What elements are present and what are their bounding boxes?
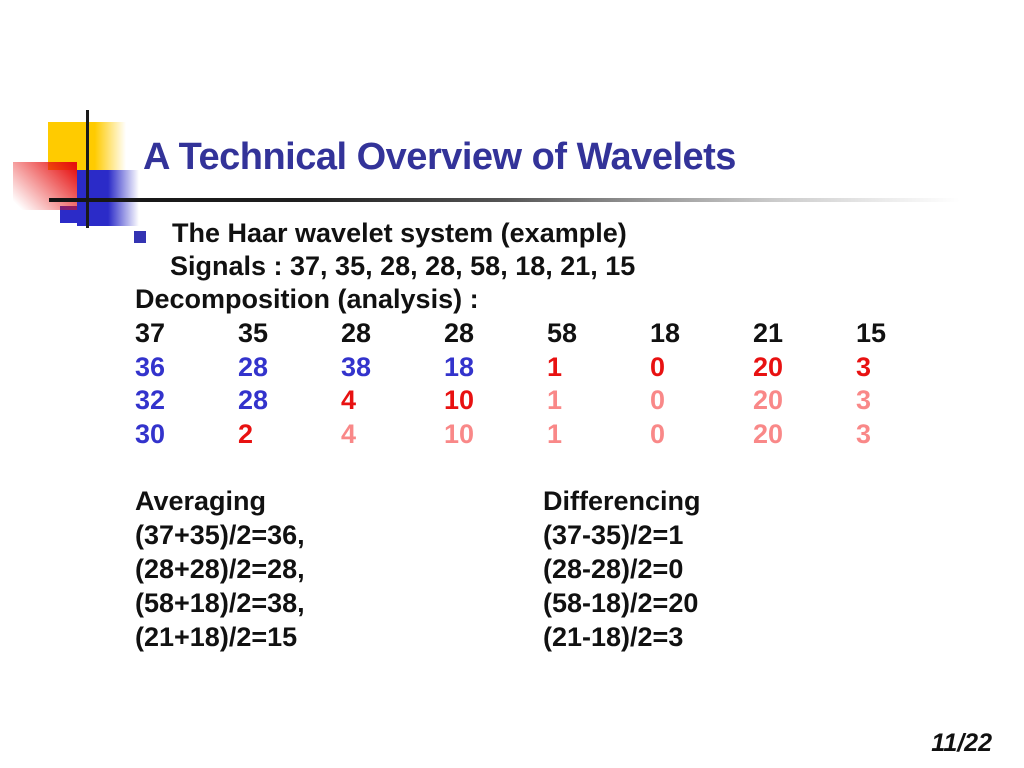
deco-red-gradient-square (13, 162, 77, 210)
table-cell: 10 (444, 385, 475, 415)
table-cell: 15 (856, 318, 887, 348)
table-cell: 37 (135, 318, 166, 348)
table-cell: 21 (753, 318, 784, 348)
formula-line: (37+35)/2=36, (135, 520, 305, 550)
table-cell: 3 (856, 351, 872, 382)
table-cell: 3 (856, 418, 872, 449)
table-cell: 36 (135, 351, 166, 382)
differencing-column: Differencing (37-35)/2=1 (28-28)/2=0 (58-1… (543, 486, 701, 656)
table-row: 37 35 28 28 58 18 21 15 (135, 318, 959, 352)
table-cell: 0 (650, 418, 666, 449)
deco-blue-small-square (60, 206, 105, 223)
table-cell: 1 (547, 418, 563, 449)
bullet-square-icon (134, 231, 146, 243)
table-cell: 18 (650, 318, 681, 348)
decomposition-label: Decomposition (analysis) : (135, 284, 479, 314)
table-cell: 28 (238, 351, 269, 382)
signals-line: Signals : 37, 35, 28, 28, 58, 18, 21, 15 (170, 251, 636, 281)
formula-line: (58-18)/2=20 (543, 588, 699, 618)
table-cell: 0 (650, 351, 666, 382)
averaging-lines: (37+35)/2=36, (28+28)/2=28, (58+18)/2=38, (… (135, 520, 305, 656)
table-cell: 28 (444, 318, 475, 348)
table-row: 36 28 38 18 1 0 20 3 (135, 352, 959, 386)
table-cell: 1 (547, 351, 563, 382)
page-title: A Technical Overview of Wavelets (143, 136, 736, 178)
table-cell: 4 (341, 385, 357, 415)
table-cell: 18 (444, 351, 475, 382)
bullet-line-haar: The Haar wavelet system (example) (172, 218, 627, 248)
formula-line: (37-35)/2=1 (543, 520, 684, 550)
table-cell: 2 (238, 418, 254, 449)
decomposition-table: 37 35 28 28 58 18 21 15 36 28 38 18 1 0 20 3 32 28 4 10 1 0 20… (135, 318, 959, 452)
table-cell: 30 (135, 418, 166, 449)
table-cell: 4 (341, 418, 357, 449)
differencing-heading: Differencing (543, 486, 701, 516)
formula-line: (28-28)/2=0 (543, 554, 684, 584)
table-cell: 28 (341, 318, 372, 348)
table-row: 32 28 4 10 1 0 20 3 (135, 385, 959, 419)
table-cell: 1 (547, 385, 563, 415)
averaging-heading: Averaging (135, 486, 267, 516)
formula-line: (58+18)/2=38, (135, 588, 305, 618)
deco-vertical-line (86, 110, 89, 228)
table-cell: 20 (753, 418, 784, 449)
table-cell: 20 (753, 385, 784, 415)
table-cell: 28 (238, 385, 269, 415)
page-number: 11/22 (931, 729, 992, 757)
differencing-lines: (37-35)/2=1 (28-28)/2=0 (58-18)/2=20 (21-18… (543, 520, 701, 656)
table-cell: 58 (547, 318, 578, 348)
table-cell: 0 (650, 385, 666, 415)
formula-line: (21-18)/2=3 (543, 622, 684, 652)
table-cell: 35 (238, 318, 269, 348)
averaging-column: Averaging (37+35)/2=36, (28+28)/2=28, (58+… (135, 486, 305, 656)
table-cell: 32 (135, 385, 166, 415)
table-cell: 20 (753, 351, 784, 382)
table-cell: 3 (856, 385, 872, 415)
table-cell: 38 (341, 351, 372, 382)
formula-line: (21+18)/2=15 (135, 622, 298, 652)
formula-line: (28+28)/2=28, (135, 554, 305, 584)
title-underline-rule (49, 198, 960, 202)
table-row: 30 2 4 10 1 0 20 3 (135, 419, 959, 453)
table-cell: 10 (444, 418, 475, 449)
